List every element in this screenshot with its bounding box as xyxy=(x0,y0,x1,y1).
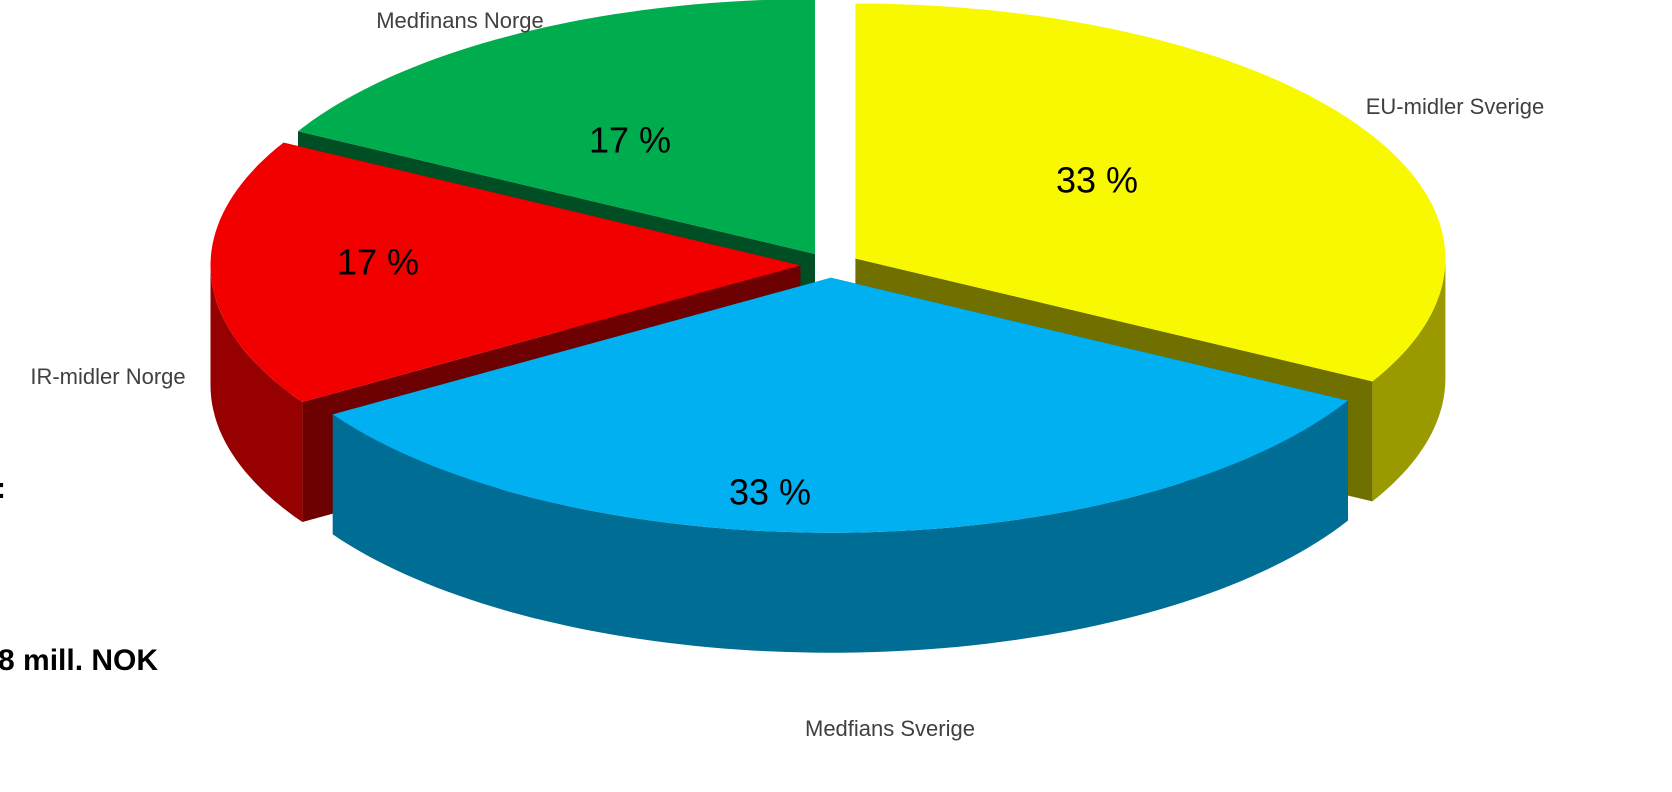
value-label: 33 % xyxy=(729,472,811,513)
value-label: 17 % xyxy=(589,120,671,161)
value-label: 33 % xyxy=(1056,160,1138,201)
category-label: Medfinans Norge xyxy=(376,8,544,33)
slice xyxy=(855,3,1446,382)
slice-side xyxy=(210,265,303,522)
category-label: IR-midler Norge xyxy=(30,364,185,389)
category-label: Medfians Sverige xyxy=(805,716,975,741)
slice-side xyxy=(332,400,1348,653)
value-label: 17 % xyxy=(337,242,419,283)
slice xyxy=(210,142,801,402)
slice-side xyxy=(1372,258,1446,502)
annotation: 8 mill. NOK xyxy=(0,644,158,677)
category-label: EU-midler Sverige xyxy=(1366,94,1545,119)
slice xyxy=(298,0,815,254)
annotation: : xyxy=(0,472,6,505)
slice xyxy=(332,277,1348,533)
